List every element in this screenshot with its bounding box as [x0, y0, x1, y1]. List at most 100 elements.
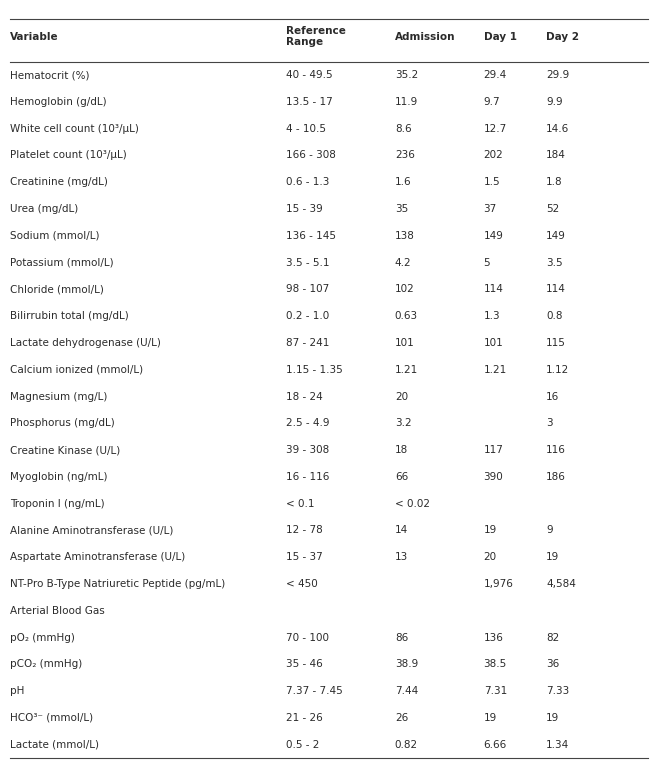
Text: 1.21: 1.21 — [395, 364, 418, 374]
Text: 1.8: 1.8 — [546, 178, 563, 188]
Text: 40 - 49.5: 40 - 49.5 — [286, 70, 333, 80]
Text: 66: 66 — [395, 472, 408, 482]
Text: 21 - 26: 21 - 26 — [286, 713, 323, 723]
Text: 136 - 145: 136 - 145 — [286, 231, 336, 241]
Text: Sodium (mmol/L): Sodium (mmol/L) — [10, 231, 99, 241]
Text: 0.8: 0.8 — [546, 311, 563, 321]
Text: 0.5 - 2: 0.5 - 2 — [286, 740, 320, 750]
Text: 102: 102 — [395, 284, 415, 294]
Text: 35 - 46: 35 - 46 — [286, 659, 323, 669]
Text: 20: 20 — [395, 391, 408, 401]
Text: 1.3: 1.3 — [484, 311, 500, 321]
Text: 14: 14 — [395, 526, 408, 536]
Text: Reference
Range: Reference Range — [286, 26, 346, 47]
Text: 1.6: 1.6 — [395, 178, 411, 188]
Text: 6.66: 6.66 — [484, 740, 507, 750]
Text: 98 - 107: 98 - 107 — [286, 284, 330, 294]
Text: 15 - 39: 15 - 39 — [286, 204, 323, 214]
Text: 15 - 37: 15 - 37 — [286, 552, 323, 562]
Text: Creatinine (mg/dL): Creatinine (mg/dL) — [10, 178, 108, 188]
Text: 0.82: 0.82 — [395, 740, 418, 750]
Text: 7.31: 7.31 — [484, 686, 507, 696]
Text: 8.6: 8.6 — [395, 124, 411, 134]
Text: 16: 16 — [546, 391, 559, 401]
Text: 12.7: 12.7 — [484, 124, 507, 134]
Text: 9.9: 9.9 — [546, 97, 563, 107]
Text: 87 - 241: 87 - 241 — [286, 338, 330, 348]
Text: 38.5: 38.5 — [484, 659, 507, 669]
Text: 1.15 - 1.35: 1.15 - 1.35 — [286, 364, 343, 374]
Text: 14.6: 14.6 — [546, 124, 569, 134]
Text: < 0.02: < 0.02 — [395, 499, 430, 509]
Text: 82: 82 — [546, 632, 559, 642]
Text: 0.6 - 1.3: 0.6 - 1.3 — [286, 178, 330, 188]
Text: Admission: Admission — [395, 32, 455, 42]
Text: 101: 101 — [484, 338, 503, 348]
Text: 11.9: 11.9 — [395, 97, 418, 107]
Text: 138: 138 — [395, 231, 415, 241]
Text: < 0.1: < 0.1 — [286, 499, 315, 509]
Text: 29.4: 29.4 — [484, 70, 507, 80]
Text: Day 1: Day 1 — [484, 32, 517, 42]
Text: 18: 18 — [395, 445, 408, 455]
Text: 101: 101 — [395, 338, 415, 348]
Text: Creatine Kinase (U/L): Creatine Kinase (U/L) — [10, 445, 120, 455]
Text: 39 - 308: 39 - 308 — [286, 445, 330, 455]
Text: 4,584: 4,584 — [546, 579, 576, 589]
Text: 13.5 - 17: 13.5 - 17 — [286, 97, 333, 107]
Text: Calcium ionized (mmol/L): Calcium ionized (mmol/L) — [10, 364, 143, 374]
Text: 9.7: 9.7 — [484, 97, 500, 107]
Text: 2.5 - 4.9: 2.5 - 4.9 — [286, 418, 330, 428]
Text: 3.5: 3.5 — [546, 258, 563, 268]
Text: Variable: Variable — [10, 32, 59, 42]
Text: 114: 114 — [484, 284, 503, 294]
Text: 236: 236 — [395, 151, 415, 161]
Text: 114: 114 — [546, 284, 566, 294]
Text: Myoglobin (ng/mL): Myoglobin (ng/mL) — [10, 472, 107, 482]
Text: 18 - 24: 18 - 24 — [286, 391, 323, 401]
Text: White cell count (10³/μL): White cell count (10³/μL) — [10, 124, 139, 134]
Text: 390: 390 — [484, 472, 503, 482]
Text: Arterial Blood Gas: Arterial Blood Gas — [10, 606, 105, 616]
Text: 4 - 10.5: 4 - 10.5 — [286, 124, 326, 134]
Text: 26: 26 — [395, 713, 408, 723]
Text: 7.37 - 7.45: 7.37 - 7.45 — [286, 686, 343, 696]
Text: < 450: < 450 — [286, 579, 318, 589]
Text: 9: 9 — [546, 526, 553, 536]
Text: Urea (mg/dL): Urea (mg/dL) — [10, 204, 78, 214]
Text: Lactate (mmol/L): Lactate (mmol/L) — [10, 740, 99, 750]
Text: 115: 115 — [546, 338, 566, 348]
Text: 13: 13 — [395, 552, 408, 562]
Text: 1.34: 1.34 — [546, 740, 569, 750]
Text: Platelet count (10³/μL): Platelet count (10³/μL) — [10, 151, 126, 161]
Text: 1,976: 1,976 — [484, 579, 513, 589]
Text: 117: 117 — [484, 445, 503, 455]
Text: 0.63: 0.63 — [395, 311, 418, 321]
Text: 20: 20 — [484, 552, 497, 562]
Text: 35.2: 35.2 — [395, 70, 418, 80]
Text: 1.5: 1.5 — [484, 178, 500, 188]
Text: pO₂ (mmHg): pO₂ (mmHg) — [10, 632, 75, 642]
Text: 186: 186 — [546, 472, 566, 482]
Text: 19: 19 — [546, 713, 559, 723]
Text: 35: 35 — [395, 204, 408, 214]
Text: 7.33: 7.33 — [546, 686, 569, 696]
Text: 1.21: 1.21 — [484, 364, 507, 374]
Text: 86: 86 — [395, 632, 408, 642]
Text: 29.9: 29.9 — [546, 70, 569, 80]
Text: 3: 3 — [546, 418, 553, 428]
Text: Bilirrubin total (mg/dL): Bilirrubin total (mg/dL) — [10, 311, 128, 321]
Text: 70 - 100: 70 - 100 — [286, 632, 329, 642]
Text: 12 - 78: 12 - 78 — [286, 526, 323, 536]
Text: 1.12: 1.12 — [546, 364, 569, 374]
Text: 7.44: 7.44 — [395, 686, 418, 696]
Text: Aspartate Aminotransferase (U/L): Aspartate Aminotransferase (U/L) — [10, 552, 185, 562]
Text: Alanine Aminotransferase (U/L): Alanine Aminotransferase (U/L) — [10, 526, 173, 536]
Text: Phosphorus (mg/dL): Phosphorus (mg/dL) — [10, 418, 114, 428]
Text: 38.9: 38.9 — [395, 659, 418, 669]
Text: 37: 37 — [484, 204, 497, 214]
Text: 149: 149 — [546, 231, 566, 241]
Text: 149: 149 — [484, 231, 503, 241]
Text: 166 - 308: 166 - 308 — [286, 151, 336, 161]
Text: Hemoglobin (g/dL): Hemoglobin (g/dL) — [10, 97, 107, 107]
